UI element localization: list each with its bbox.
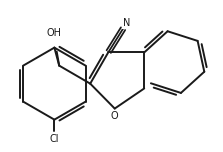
Text: OH: OH bbox=[47, 28, 62, 38]
Text: Cl: Cl bbox=[50, 134, 59, 144]
Text: N: N bbox=[123, 18, 130, 28]
Text: O: O bbox=[111, 111, 119, 121]
